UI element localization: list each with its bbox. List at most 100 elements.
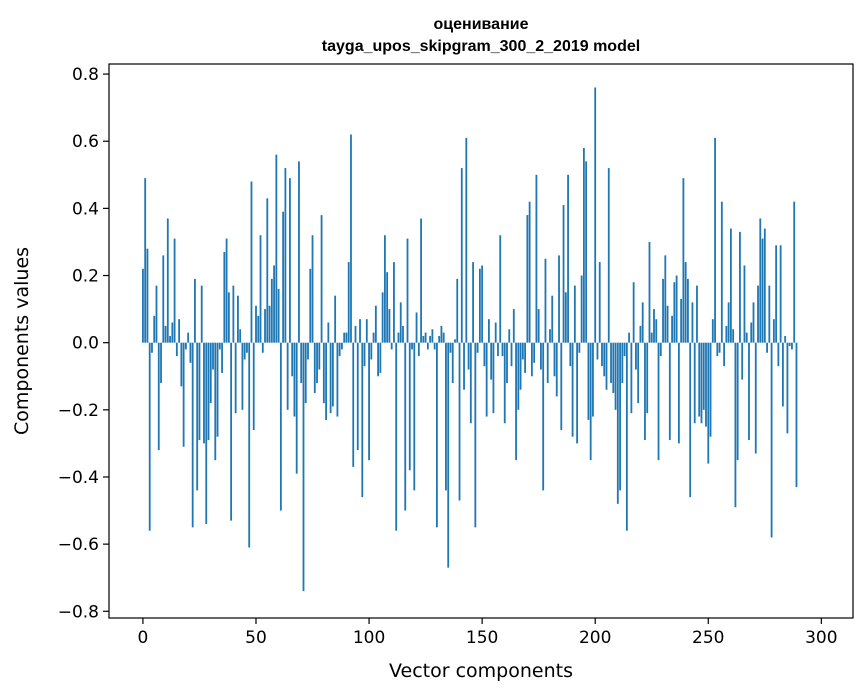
bar-135 bbox=[447, 342, 450, 568]
bar-95 bbox=[356, 342, 359, 451]
bar-152 bbox=[485, 342, 488, 417]
bar-173 bbox=[533, 342, 536, 363]
bar-104 bbox=[377, 342, 380, 377]
bar-177 bbox=[542, 342, 545, 491]
bar-157 bbox=[497, 342, 499, 357]
bar-258 bbox=[725, 325, 728, 343]
bar-174 bbox=[535, 174, 538, 343]
bar-225 bbox=[650, 332, 653, 343]
bar-254 bbox=[716, 342, 719, 357]
bar-265 bbox=[741, 342, 744, 380]
bar-142 bbox=[463, 342, 465, 390]
bar-115 bbox=[402, 325, 404, 343]
bar-136 bbox=[449, 342, 452, 353]
bar-179 bbox=[546, 342, 549, 383]
bar-272 bbox=[757, 285, 759, 343]
bar-205 bbox=[605, 342, 608, 390]
bar-193 bbox=[578, 342, 581, 353]
bar-78 bbox=[318, 342, 321, 370]
bar-256 bbox=[720, 201, 723, 343]
bar-71 bbox=[302, 342, 305, 592]
bar-64 bbox=[286, 342, 289, 410]
bar-42 bbox=[237, 295, 239, 343]
bar-70 bbox=[300, 342, 303, 383]
bar-263 bbox=[736, 342, 739, 461]
bar-133 bbox=[442, 332, 445, 343]
bar-232 bbox=[666, 305, 669, 343]
bar-150 bbox=[481, 265, 484, 343]
bar-117 bbox=[406, 238, 409, 343]
bar-130 bbox=[436, 342, 438, 528]
bar-20 bbox=[187, 332, 190, 343]
bar-153 bbox=[488, 319, 490, 343]
bar-87 bbox=[338, 342, 341, 357]
bar-221 bbox=[641, 302, 644, 343]
bar-10 bbox=[164, 325, 167, 343]
bar-282 bbox=[779, 245, 782, 343]
bar-194 bbox=[580, 275, 583, 343]
bar-132 bbox=[440, 325, 443, 343]
chart-subtitle: tayga_upos_skipgram_300_2_2019 model bbox=[322, 38, 640, 55]
bar-170 bbox=[526, 215, 529, 343]
bar-12 bbox=[169, 335, 171, 343]
bar-50 bbox=[255, 305, 257, 343]
bar-134 bbox=[445, 342, 447, 491]
bar-237 bbox=[677, 342, 680, 444]
bar-184 bbox=[558, 255, 560, 343]
bar-27 bbox=[203, 342, 205, 444]
bar-89 bbox=[343, 332, 346, 343]
bar-185 bbox=[560, 342, 563, 430]
bar-210 bbox=[616, 342, 619, 504]
bar-83 bbox=[329, 342, 332, 414]
bar-255 bbox=[718, 342, 721, 353]
bar-247 bbox=[700, 342, 703, 424]
bar-44 bbox=[241, 342, 244, 410]
bar-68 bbox=[295, 342, 298, 474]
bar-176 bbox=[540, 342, 542, 370]
bar-108 bbox=[386, 272, 389, 343]
bar-191 bbox=[573, 285, 576, 343]
bar-261 bbox=[732, 329, 735, 343]
bar-201 bbox=[596, 342, 599, 360]
y-tick-label: 0.0 bbox=[72, 334, 99, 354]
bar-124 bbox=[422, 335, 425, 343]
bar-251 bbox=[709, 342, 712, 437]
bar-148 bbox=[476, 342, 479, 353]
bar-229 bbox=[659, 342, 662, 357]
bar-39 bbox=[230, 342, 233, 521]
bar-226 bbox=[653, 309, 655, 343]
bar-19 bbox=[184, 342, 187, 350]
bar-213 bbox=[623, 342, 626, 357]
bar-17 bbox=[180, 342, 183, 387]
bar-214 bbox=[625, 342, 628, 531]
bar-55 bbox=[266, 198, 269, 343]
bar-79 bbox=[320, 215, 323, 343]
y-tick-label: −0.2 bbox=[58, 401, 99, 421]
bar-29 bbox=[207, 342, 210, 441]
bar-151 bbox=[483, 342, 486, 367]
bar-62 bbox=[282, 211, 285, 343]
bar-199 bbox=[592, 342, 594, 417]
bar-84 bbox=[331, 342, 334, 407]
bar-138 bbox=[454, 339, 456, 343]
bars-group bbox=[142, 87, 798, 592]
bar-2 bbox=[146, 248, 149, 343]
y-tick-label: −0.8 bbox=[58, 602, 99, 622]
bar-266 bbox=[743, 265, 746, 343]
bar-49 bbox=[252, 342, 255, 430]
bar-207 bbox=[610, 342, 612, 383]
bar-28 bbox=[205, 342, 208, 524]
bar-13 bbox=[171, 322, 174, 343]
bar-253 bbox=[714, 137, 716, 343]
bar-267 bbox=[745, 332, 748, 343]
bar-281 bbox=[777, 342, 780, 367]
bar-277 bbox=[768, 285, 771, 343]
bar-34 bbox=[218, 342, 221, 350]
bar-102 bbox=[372, 332, 375, 343]
bar-61 bbox=[279, 342, 282, 511]
bar-235 bbox=[673, 282, 676, 343]
bar-112 bbox=[395, 342, 398, 531]
bar-233 bbox=[668, 342, 671, 441]
y-axis-label: Components values bbox=[11, 247, 33, 435]
bar-183 bbox=[555, 342, 558, 397]
